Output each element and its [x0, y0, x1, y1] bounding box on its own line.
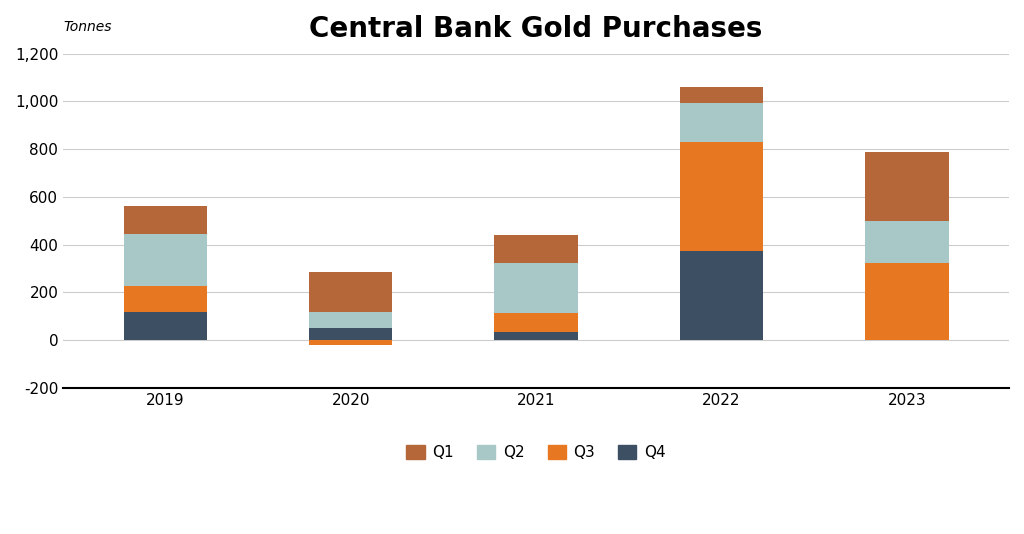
Bar: [309, 311, 392, 328]
Text: Tonnes: Tonnes: [63, 20, 112, 34]
Bar: [124, 207, 207, 234]
Bar: [124, 234, 207, 286]
Bar: [680, 87, 763, 103]
Bar: [309, 328, 392, 340]
Bar: [495, 263, 578, 313]
Bar: [309, 272, 392, 311]
Bar: [495, 235, 578, 263]
Legend: Q1, Q2, Q3, Q4: Q1, Q2, Q3, Q4: [400, 439, 672, 466]
Bar: [495, 332, 578, 340]
Bar: [680, 103, 763, 142]
Bar: [680, 250, 763, 340]
Bar: [124, 286, 207, 311]
Title: Central Bank Gold Purchases: Central Bank Gold Purchases: [309, 15, 763, 43]
Bar: [865, 221, 948, 263]
Bar: [865, 263, 948, 340]
Bar: [680, 142, 763, 250]
Bar: [309, 340, 392, 345]
Bar: [124, 311, 207, 340]
Bar: [495, 313, 578, 332]
Bar: [865, 152, 948, 221]
